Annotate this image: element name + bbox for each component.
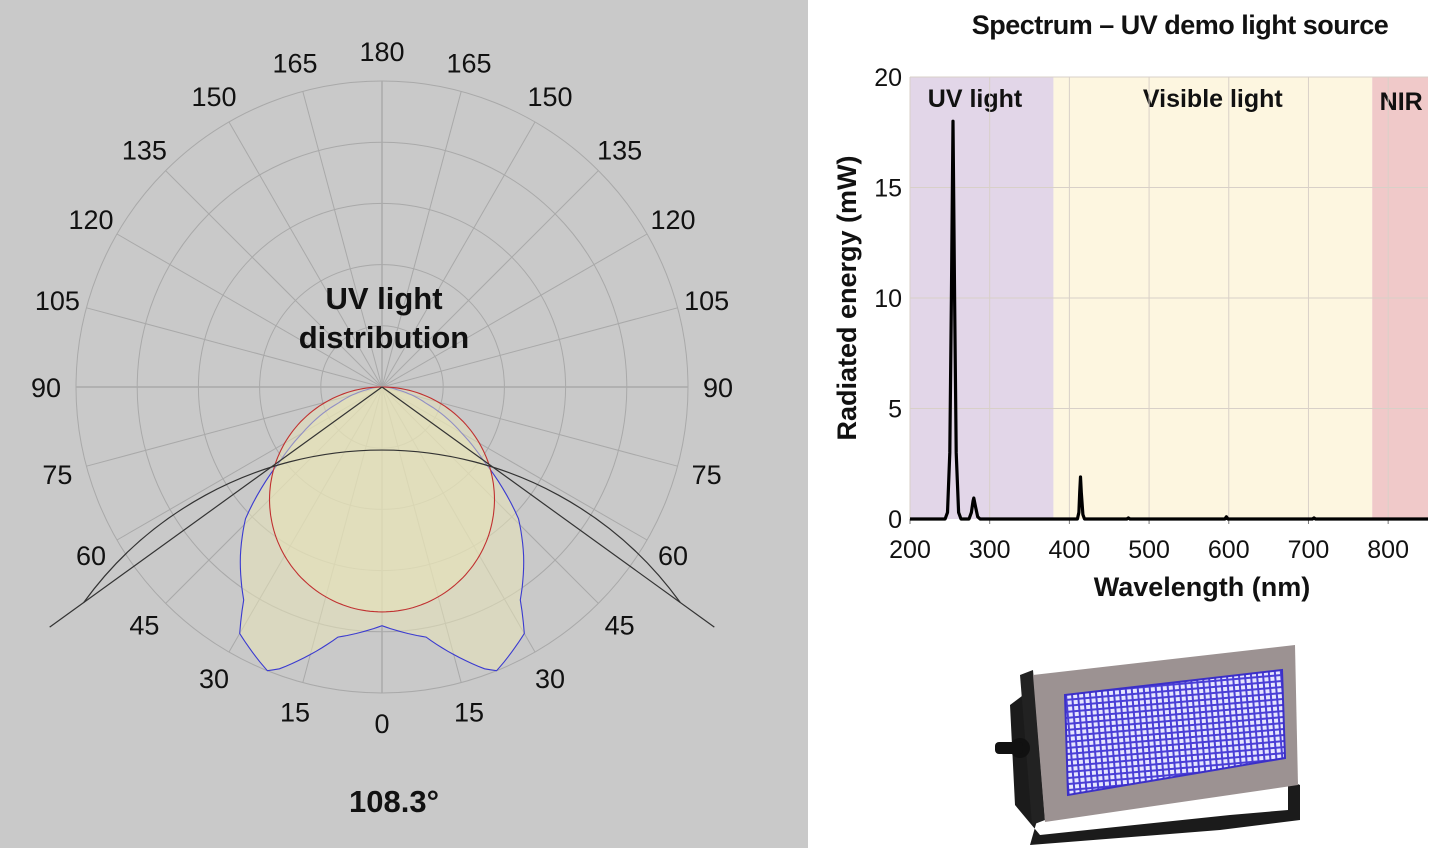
angle-label-right: 120 bbox=[68, 205, 113, 235]
spectrum-title: Spectrum – UV demo light source bbox=[971, 10, 1389, 40]
polar-spoke bbox=[165, 170, 383, 388]
angle-label-right: 90 bbox=[31, 373, 61, 403]
band-label: Visible light bbox=[1143, 85, 1284, 113]
x-tick-label: 200 bbox=[889, 536, 931, 564]
angle-label-right: 150 bbox=[191, 82, 236, 112]
x-tick-label: 400 bbox=[1049, 536, 1091, 564]
angle-label-right: 105 bbox=[35, 286, 80, 316]
angle-label-left: 120 bbox=[650, 205, 695, 235]
beam-angle-marker bbox=[49, 386, 715, 628]
y-tick-label: 15 bbox=[874, 175, 902, 203]
x-tick-label: 800 bbox=[1367, 536, 1409, 564]
polar-spoke bbox=[381, 121, 536, 388]
y-tick-label: 5 bbox=[888, 396, 902, 424]
polar-chart: 0 15 30 45 60 75 90 105 120 135 150 165 180 15 30 45 60 7… bbox=[31, 37, 733, 819]
polar-spoke bbox=[381, 91, 462, 388]
polar-spoke bbox=[381, 170, 599, 388]
angle-labels: 0 15 30 45 60 75 90 105 120 135 150 165 180 15 30 45 60 7… bbox=[31, 37, 733, 739]
angle-label-right: 165 bbox=[272, 48, 317, 78]
angle-label-left: 105 bbox=[684, 286, 729, 316]
angle-label-right: 30 bbox=[199, 664, 229, 694]
angle-label-left: 0 bbox=[374, 709, 389, 739]
polar-spoke bbox=[381, 233, 648, 388]
polar-spoke bbox=[228, 121, 383, 388]
y-tick-label: 0 bbox=[888, 506, 902, 534]
spectrum-line bbox=[910, 119, 1428, 521]
polar-chart-panel: 0 15 30 45 60 75 90 105 120 135 150 165 180 15 30 45 60 7… bbox=[0, 0, 808, 848]
polar-curves bbox=[239, 386, 525, 672]
uv-floodlight-image bbox=[995, 645, 1300, 845]
y-tick-label: 20 bbox=[874, 64, 902, 92]
mount-handle bbox=[995, 742, 1023, 754]
x-tick-label: 500 bbox=[1128, 536, 1170, 564]
band-label: UV light bbox=[928, 85, 1023, 113]
angle-label-left: 60 bbox=[658, 541, 688, 571]
spectrum-series bbox=[910, 119, 1428, 521]
x-tick-label: 700 bbox=[1288, 536, 1330, 564]
y-axis-label: Radiated energy (mW) bbox=[832, 155, 862, 440]
polar-title-line-1: UV light bbox=[325, 281, 442, 316]
distribution-curve-red bbox=[268, 386, 496, 613]
angle-label-left: 15 bbox=[454, 698, 484, 728]
x-tick-label: 600 bbox=[1208, 536, 1250, 564]
angle-label-left: 135 bbox=[597, 135, 642, 165]
angle-label-right: 135 bbox=[122, 135, 167, 165]
band-label: NIR bbox=[1380, 88, 1423, 116]
beam-edge-line bbox=[49, 386, 383, 628]
polar-spoke bbox=[302, 91, 383, 388]
angle-label-left: 75 bbox=[692, 460, 722, 490]
led-array bbox=[1063, 668, 1287, 797]
beam-edge-line bbox=[381, 386, 715, 628]
angle-label-left: 150 bbox=[527, 82, 572, 112]
spectrum-chart: UV light Visible light NIR 200 300 400 500 600… bbox=[832, 64, 1428, 602]
angle-label-left: 180 bbox=[359, 37, 404, 67]
housing-side bbox=[1020, 670, 1045, 825]
angle-label-left: 30 bbox=[535, 664, 565, 694]
angle-label-left: 45 bbox=[605, 611, 635, 641]
x-axis-label: Wavelength (nm) bbox=[1094, 572, 1311, 602]
spectrum-ticks: 200 300 400 500 600 700 800 0 5 10 15 20 bbox=[874, 64, 1409, 564]
angle-label-right: 75 bbox=[42, 460, 72, 490]
spectrum-grid bbox=[909, 76, 1428, 519]
angle-label-left: 90 bbox=[703, 373, 733, 403]
angle-label-right: 15 bbox=[280, 698, 310, 728]
beam-angle-label: 108.3° bbox=[349, 784, 439, 819]
x-tick-label: 300 bbox=[969, 536, 1011, 564]
angle-label-right: 60 bbox=[76, 541, 106, 571]
y-tick-label: 10 bbox=[874, 285, 902, 313]
angle-label-right: 45 bbox=[129, 611, 159, 641]
beam-angle-arc bbox=[83, 449, 681, 603]
polar-spoke bbox=[116, 233, 383, 388]
polar-title-line-2: distribution bbox=[299, 320, 469, 355]
angle-label-left: 165 bbox=[446, 48, 491, 78]
polar-spoke bbox=[86, 307, 383, 388]
polar-spoke bbox=[381, 307, 678, 388]
